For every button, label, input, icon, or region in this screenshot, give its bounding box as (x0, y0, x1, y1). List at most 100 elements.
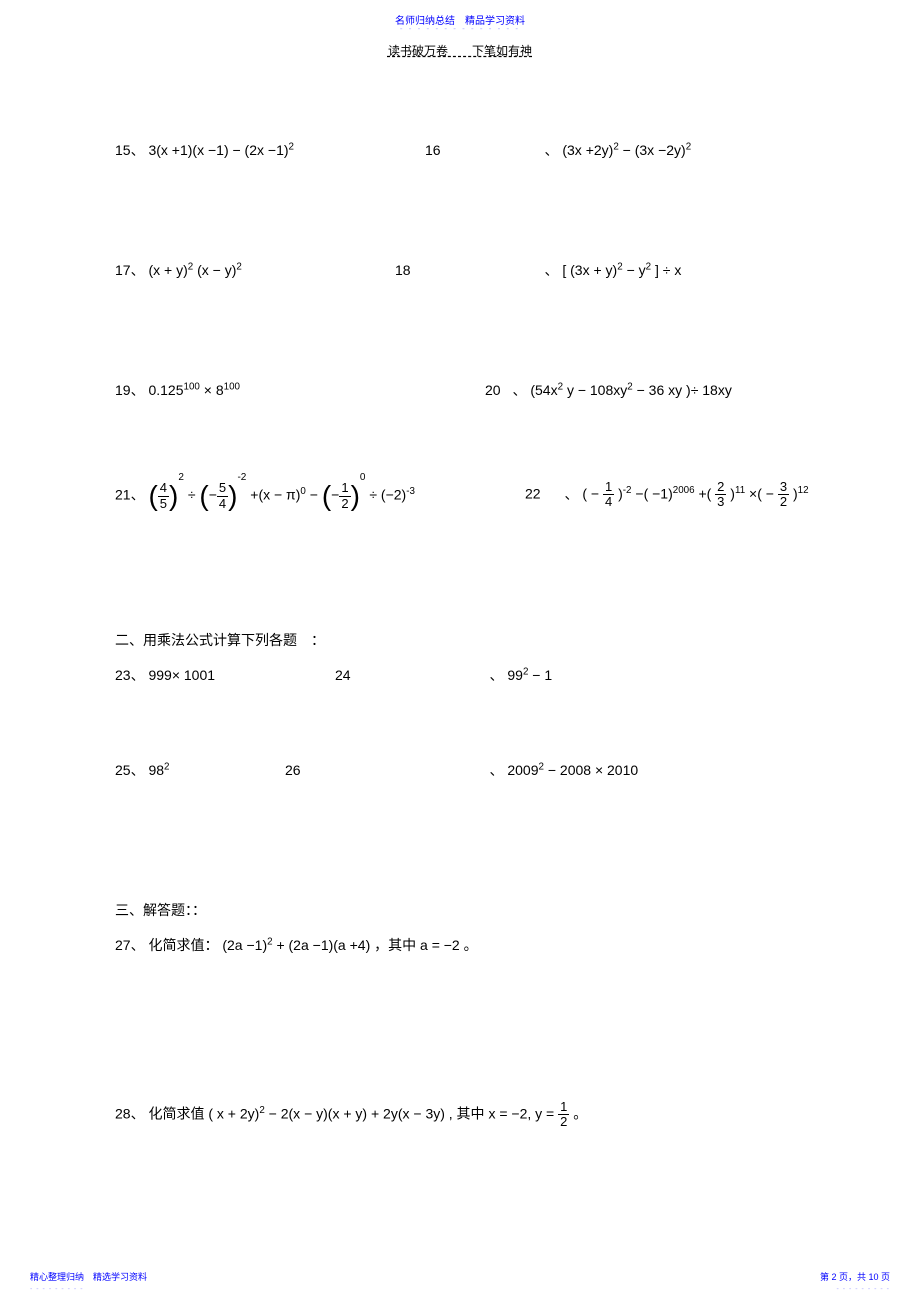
section-3-title: 三、解答题：： (115, 900, 206, 920)
problem-26: 26 、 20092 − 2008 × 2010 (285, 760, 638, 780)
frac-den5: 3 (715, 495, 726, 509)
exp-22c: 11 (735, 485, 745, 496)
problem-27-label: 化简求值： (148, 937, 218, 953)
exp-21d: 0 (360, 472, 366, 483)
problem-28-e3: 。 (573, 1106, 587, 1122)
exp-20a: 2 (558, 381, 563, 392)
problem-27-e3: ，其中 a = −2 。 (374, 937, 477, 953)
problem-27-num: 27、 (115, 937, 145, 953)
exp-22b: 2006 (673, 485, 695, 496)
problem-16-sep: 、 (544, 142, 558, 158)
p22-t3: −( −1) (635, 486, 672, 502)
problem-20-t2: y − 108xy (567, 382, 627, 398)
problem-22-sep: 、 (564, 486, 578, 502)
problem-19-num: 19、 (115, 382, 145, 398)
problem-26-tail: − 2008 × 2010 (548, 762, 638, 778)
lparen2: ( (199, 480, 208, 512)
p22-t4: +( (698, 486, 715, 502)
problem-20: 20 、 (54x2 y − 108xy2 − 36 xy )÷ 18xy (485, 380, 732, 400)
p22-t2: ) (614, 486, 623, 502)
header-dots: - - - - - - - - - - - - - - (0, 24, 920, 33)
frac-num5: 2 (715, 480, 726, 495)
neg2: − (331, 487, 339, 503)
exp-25: 2 (164, 761, 169, 772)
problem-16-num: 16 (425, 142, 441, 158)
exp-100b: 100 (224, 381, 240, 392)
problem-15-expr: 3(x +1)(x −1) − (2x −1) (148, 142, 288, 158)
exp-21b: -2 (237, 472, 246, 483)
problem-22-num: 22 (525, 486, 541, 502)
lparen: ( (148, 480, 157, 512)
problem-28-num: 28、 (115, 1106, 145, 1122)
rparen2: ) (228, 480, 237, 512)
problem-17-l: (x + y) (148, 262, 187, 278)
problem-15: 15、 3(x +1)(x −1) − (2x −1)2 (115, 140, 294, 160)
neg: − (209, 487, 217, 503)
exp-20b: 2 (627, 381, 632, 392)
p22-t5: ) (726, 486, 735, 502)
frac-4-5: 45 (158, 481, 169, 511)
problem-17-r: (x − y) (197, 262, 236, 278)
problem-25-num: 25、 (115, 762, 145, 778)
problem-28-label: 化简求值 (148, 1106, 204, 1122)
exp-22d: 12 (798, 485, 809, 496)
p22-t7: ) (789, 486, 798, 502)
frac-5-4: 54 (217, 481, 228, 511)
problem-26-expr: 2009 (507, 762, 538, 778)
exp-21a: 2 (178, 472, 184, 483)
frac-num3: 1 (339, 481, 350, 496)
footer-dots-left: - - - - - - - - - (30, 1286, 84, 1293)
problem-28-e2: − 2(x − y)(x + y) + 2y(x − 3y) , 其中 x = … (269, 1106, 558, 1122)
exp-21c: 0 (300, 486, 305, 497)
p22-t6: ×( − (749, 486, 778, 502)
problem-28-e1: ( x + 2y) (208, 1106, 259, 1122)
rparen3: ) (351, 480, 360, 512)
header-sub: 读书破万卷 下笔如有神 (0, 42, 920, 59)
problem-19-b1: 0.125 (148, 382, 183, 398)
frac-half-d: 2 (558, 1115, 569, 1129)
problem-26-num: 26 (285, 762, 301, 778)
frac-num2: 5 (217, 481, 228, 496)
problem-21: 21、 (45)2 ÷ (−54)-2 +(x − π)0 − (−12)0 ÷… (115, 480, 415, 512)
problem-15-num: 15、 (115, 142, 145, 158)
problem-18-num: 18 (395, 262, 411, 278)
exp-21e: -3 (406, 486, 415, 497)
problem-27: 27、 化简求值： (2a −1)2 + (2a −1)(a +4) ，其中 a… (115, 935, 478, 955)
problem-17: 17、 (x + y)2 (x − y)2 (115, 260, 242, 280)
exp-100a: 100 (184, 381, 200, 392)
problem-18: 18 、 [ (3x + y)2 − y2 ] ÷ x (395, 260, 681, 280)
exp-2b: 2 (613, 141, 618, 152)
problem-20-sep: 、 (512, 382, 526, 398)
problem-24: 24 、 992 − 1 (335, 665, 552, 685)
problem-25-expr: 98 (148, 762, 164, 778)
problem-23-num: 23、 (115, 667, 145, 683)
section-2-title: 二、用乘法公式计算下列各题 ： (115, 630, 325, 650)
exp-17b: 2 (236, 261, 241, 272)
problem-16-l: (3x +2y) (562, 142, 613, 158)
frac-den4: 4 (603, 495, 614, 509)
frac-num: 4 (158, 481, 169, 496)
frac-half-n: 1 (558, 1100, 569, 1115)
exp-18a: 2 (617, 261, 622, 272)
problem-25: 25、 982 (115, 760, 170, 780)
exp-24: 2 (523, 666, 528, 677)
problem-24-sep: 、 (489, 667, 503, 683)
exp-17a: 2 (188, 261, 193, 272)
plus1: +(x − π) (250, 487, 300, 503)
problem-27-e1: (2a −1) (222, 937, 267, 953)
problem-20-t3: − 36 xy )÷ 18xy (637, 382, 732, 398)
frac-num4: 1 (603, 480, 614, 495)
p22-t1: ( − (582, 486, 603, 502)
problem-21-num: 21、 (115, 487, 145, 503)
exp-27: 2 (267, 936, 272, 947)
frac-den2: 4 (217, 497, 228, 511)
exp-18b: 2 (646, 261, 651, 272)
frac-den3: 2 (339, 497, 350, 511)
frac-2-3: 23 (715, 480, 726, 510)
problem-18-e1: [ (3x + y) (562, 262, 617, 278)
exp-2: 2 (289, 141, 294, 152)
frac-half: 12 (558, 1100, 569, 1130)
problem-18-e2: − y (627, 262, 646, 278)
exp-26: 2 (539, 761, 544, 772)
rparen: ) (169, 480, 178, 512)
